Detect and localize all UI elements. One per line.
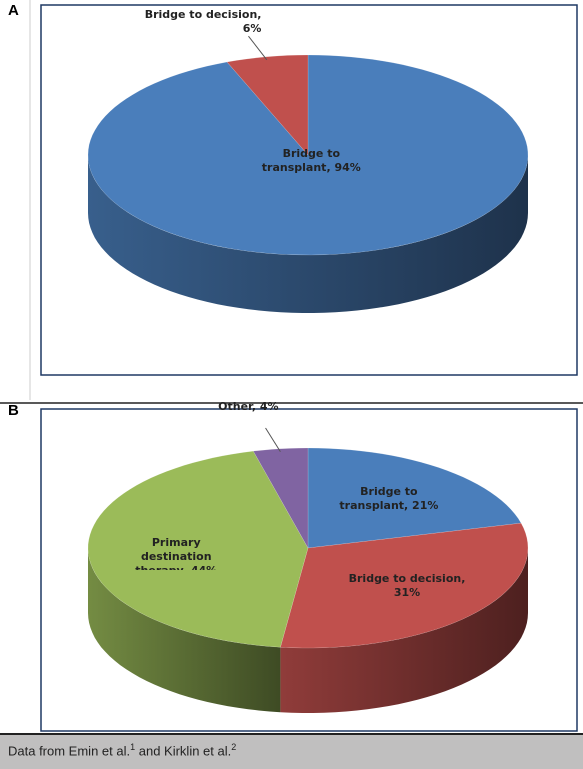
- data-label: Bridge to transplant, 21%: [339, 484, 439, 512]
- data-label: Bridge to decision, 31%: [348, 571, 466, 599]
- footnote-ref: 1: [130, 742, 136, 752]
- slice: [87, 450, 309, 648]
- slice: [307, 447, 522, 549]
- data-label: Bridge to transplant, 94%: [261, 146, 361, 174]
- panel-label: A: [8, 2, 19, 19]
- figure: A Bridge to transplant, 94% Bridge to deci…: [0, 0, 583, 732]
- data-label-box: Bridge to decision, 31%: [348, 571, 466, 599]
- data-label-box: Other, 4%: [218, 399, 279, 413]
- data-label-box: Bridge to transplant, 94%: [261, 146, 361, 174]
- panel-frame: [40, 408, 578, 732]
- footnote-text: and Kirklin et al.: [135, 743, 232, 759]
- slice: [226, 54, 309, 156]
- footnote: Data from Emin et al.1 and Kirklin et al…: [0, 733, 583, 769]
- slice: [252, 447, 309, 549]
- leader-line: [248, 35, 268, 61]
- data-label: Primary destination therapy, 44%: [135, 535, 217, 570]
- panel-frame: [40, 4, 578, 376]
- footnote-text: Data from Emin et al.: [8, 743, 131, 759]
- panel-label: B: [8, 402, 19, 419]
- slice-side: [280, 548, 528, 713]
- data-label-box: Primary destination therapy, 44%: [135, 535, 217, 570]
- data-label-box: Bridge to decision, 6%: [144, 8, 262, 36]
- slice-side: [88, 548, 281, 713]
- footnote-ref: 2: [231, 742, 237, 752]
- data-label: Other, 4%: [218, 399, 279, 413]
- data-label-box: Bridge to transplant, 21%: [339, 484, 439, 512]
- leader-line: [265, 427, 281, 453]
- slice: [280, 522, 529, 649]
- data-label: Bridge to decision, 6%: [144, 8, 262, 36]
- slice-side: [88, 155, 528, 313]
